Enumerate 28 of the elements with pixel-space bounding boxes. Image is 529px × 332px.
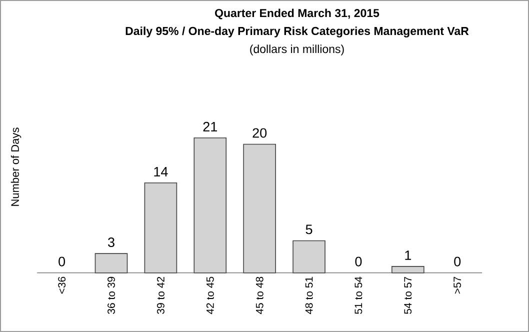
data-label: 3 [108, 237, 114, 248]
data-label: 0 [58, 256, 66, 266]
data-label: 0 [355, 256, 362, 266]
x-tick-label: 48 to 51 [305, 276, 313, 314]
bar [392, 266, 424, 274]
y-axis-title: Number of Days [10, 128, 22, 206]
bar [94, 253, 128, 274]
data-label: 1 [405, 250, 412, 260]
data-label: 14 [154, 167, 168, 176]
x-tick-label: 45 to 48 [256, 276, 264, 314]
data-label: 20 [252, 128, 267, 138]
x-tick-label: 42 to 45 [206, 276, 214, 314]
x-tick-label: <36 [58, 276, 66, 294]
x-tick-label: >57 [454, 276, 462, 294]
bar [194, 137, 227, 274]
bar [243, 144, 276, 274]
data-label: 21 [203, 122, 217, 132]
x-tick-label: 36 to 39 [108, 276, 115, 314]
text: (dollars in millions) [250, 44, 344, 56]
chart-title: Quarter Ended March 31, 2015 [215, 8, 380, 20]
x-tick-label: 54 to 57 [404, 276, 412, 314]
data-label: 5 [306, 224, 312, 234]
chart-subtitle: Daily 95% / One-day Primary Risk Categories Management VaR [126, 26, 469, 38]
bar [292, 240, 326, 274]
data-label: 0 [454, 256, 461, 266]
bar [144, 182, 178, 274]
x-tick-label: 39 to 42 [156, 276, 164, 314]
x-tick-label: 51 to 54 [354, 276, 362, 314]
